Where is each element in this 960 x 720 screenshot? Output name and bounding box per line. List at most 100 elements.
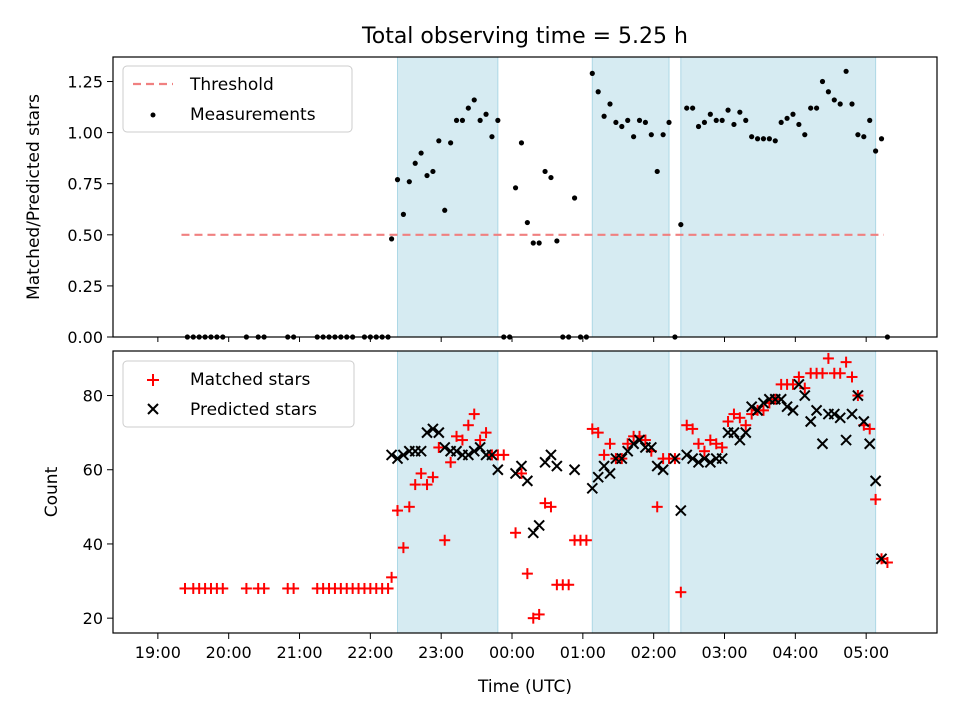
matched-star-point [740, 419, 752, 431]
x-tick-label: 04:00 [772, 643, 818, 662]
predicted-star-point [686, 452, 699, 465]
measurement-point [601, 113, 607, 119]
observing-window-shade [591, 350, 670, 634]
measurement-point [831, 97, 837, 103]
matched-star-point [403, 501, 415, 513]
measurement-point [690, 105, 696, 111]
predicted-star-point [385, 449, 398, 461]
x-tick-label: 22:00 [347, 643, 393, 662]
predicted-star-point [509, 467, 522, 480]
predicted-star-point [787, 404, 799, 417]
matched-star-point [592, 427, 604, 439]
matched-star-point [734, 412, 746, 424]
measurement-point [743, 117, 749, 123]
matched-star-point [386, 571, 398, 583]
matched-star-point [651, 501, 663, 513]
top-y-tick-label: 0.00 [67, 328, 103, 347]
measurement-point [471, 97, 477, 103]
top-legend: Threshold Measurements [122, 65, 353, 133]
matched-star-point [451, 430, 463, 442]
predicted-star-point [781, 400, 793, 413]
matched-star-point [427, 471, 439, 483]
matched-star-point [382, 582, 394, 594]
top-panel-frame [112, 56, 938, 338]
matched-star-point [392, 505, 404, 517]
top-y-tick-label: 0.75 [67, 175, 103, 194]
matched-star-point [787, 378, 799, 390]
matched-star-point [822, 352, 834, 364]
predicted-star-point [864, 438, 876, 450]
predicted-star-point [433, 426, 445, 439]
predicted-star-point [616, 452, 628, 465]
predicted-star-point [551, 460, 563, 472]
x-tick-label: 02:00 [631, 643, 677, 662]
x-tick-label: 05:00 [843, 643, 889, 662]
measurement-point [660, 132, 666, 138]
measurement-point [607, 101, 613, 107]
measurement-point [837, 101, 843, 107]
predicted-star-point [592, 471, 604, 483]
measurement-point [642, 119, 649, 126]
predicted-star-point [869, 475, 882, 487]
measurement-point [530, 240, 536, 246]
observing-window-shade [397, 56, 499, 338]
predicted-star-point [468, 445, 480, 457]
measurement-point [666, 119, 672, 126]
predicted-star-point [492, 464, 504, 476]
predicted-star-point [627, 438, 640, 450]
matched-star-point [563, 579, 575, 591]
predicted-star-point [875, 553, 888, 565]
matched-star-point [870, 493, 882, 505]
measurement-point [731, 121, 737, 128]
legend-predicted-label: Predicted stars [190, 400, 317, 420]
x-tick-label: 19:00 [135, 643, 181, 662]
matched-star-point [675, 586, 687, 598]
measurement-point [873, 148, 879, 154]
measurement-point [855, 132, 861, 138]
matched-star-point [527, 612, 539, 624]
predicted-star-point [604, 467, 616, 480]
bottom-panel-frame [112, 350, 938, 634]
matched-star-point [456, 434, 468, 446]
predicted-star-point [391, 452, 404, 465]
matched-star-point [433, 441, 445, 453]
bottom-y-tick-label: 40 [83, 535, 103, 554]
matched-star-point [704, 434, 716, 446]
measurement-point [813, 105, 820, 111]
matched-star-point [539, 497, 551, 509]
measurement-point [796, 121, 802, 128]
measurement-point [394, 177, 401, 183]
measurement-point [400, 211, 407, 217]
predicted-star-point [804, 415, 817, 428]
measurement-point [524, 219, 530, 226]
matched-star-point [397, 542, 409, 554]
predicted-star-point [657, 464, 669, 476]
matched-star-point [598, 449, 610, 461]
matched-star-point [698, 445, 710, 457]
predicted-star-point [568, 464, 581, 476]
matched-star-point [217, 582, 229, 594]
measurement-point [707, 111, 713, 117]
measurement-point [819, 78, 826, 85]
legend-threshold-label: Threshold [189, 75, 274, 95]
measurement-point [613, 119, 619, 126]
predicted-star-point [810, 404, 823, 417]
matched-star-point [639, 434, 651, 446]
predicted-star-point [734, 434, 746, 446]
measurement-point [749, 134, 755, 140]
legend-measurements-swatch [150, 112, 156, 118]
matched-star-point [510, 527, 522, 539]
predicted-star-point [757, 397, 770, 409]
bottom-y-tick-label: 20 [83, 609, 103, 628]
measurement-point [619, 123, 625, 130]
bottom-legend-box [122, 360, 355, 428]
matched-star-point [687, 423, 699, 435]
measurement-point [843, 68, 849, 74]
x-tick-label: 21:00 [276, 643, 322, 662]
top-y-tick-label: 0.50 [67, 226, 103, 245]
predicted-star-point [858, 415, 870, 428]
measurement-point [424, 172, 430, 179]
predicted-star-point [799, 389, 811, 402]
matched-star-point [240, 582, 252, 594]
measurement-point [548, 174, 554, 181]
